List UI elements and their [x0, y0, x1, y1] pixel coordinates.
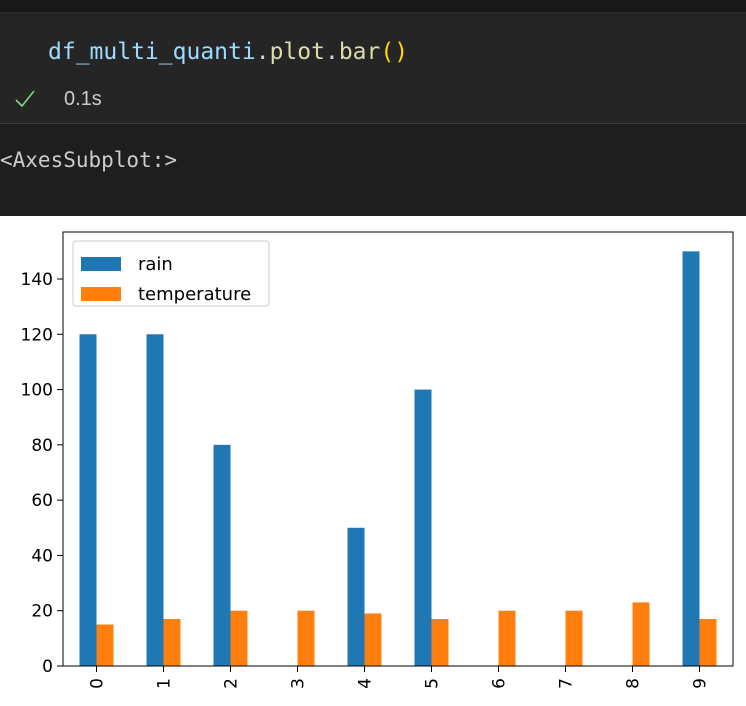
- x-tick-label: 8: [624, 678, 644, 689]
- y-tick-label: 60: [31, 491, 53, 511]
- bar-temperature-9: [699, 619, 717, 666]
- code-variable: df_multi_quanti: [48, 39, 256, 65]
- bar-chart: 0 20 40 60 80 100 120 140 0 1 2 3 4 5 6 7 8 9 rain temperat…: [0, 216, 746, 702]
- x-tick-label: 0: [88, 678, 108, 689]
- execution-status: 0.1s: [14, 87, 102, 111]
- bar-rain-1: [146, 334, 164, 666]
- bar-rain-2: [213, 444, 231, 666]
- legend-label-temperature: temperature: [138, 284, 251, 305]
- code-attr-plot: plot: [269, 39, 325, 65]
- x-tick-label: 6: [490, 678, 510, 689]
- x-tick-label: 7: [557, 678, 577, 689]
- legend-label-rain: rain: [138, 254, 173, 275]
- check-icon: [15, 90, 35, 108]
- bar-temperature-4: [364, 613, 382, 666]
- code-method-bar: bar: [338, 39, 381, 65]
- bar-temperature-6: [498, 610, 516, 666]
- bar-temperature-2: [230, 610, 248, 666]
- bar-rain-9: [682, 251, 700, 666]
- bar-temperature-0: [96, 624, 114, 666]
- x-tick-label: 1: [155, 678, 175, 689]
- bar-temperature-7: [565, 610, 583, 666]
- legend-swatch-rain: [81, 257, 121, 271]
- code-cell[interactable]: df_multi_quanti.plot.bar() 0.1s: [0, 13, 746, 123]
- y-tick-label: 140: [21, 270, 53, 290]
- bar-rain-5: [414, 389, 432, 666]
- y-tick-label: 40: [31, 546, 53, 566]
- bar-temperature-3: [297, 610, 315, 666]
- x-tick-label: 5: [423, 678, 443, 689]
- bar-rain-0: [79, 334, 97, 666]
- y-tick-label: 120: [21, 325, 53, 345]
- code-dot: .: [255, 39, 270, 65]
- legend-box: [72, 240, 270, 307]
- x-tick-label: 2: [222, 678, 242, 689]
- bar-rain-4: [347, 527, 365, 666]
- execution-time: 0.1s: [64, 87, 102, 110]
- y-tick-label: 80: [31, 436, 53, 456]
- x-tick-label: 4: [356, 678, 376, 689]
- output-text: <AxesSubplot:>: [0, 148, 178, 172]
- bar-temperature-5: [431, 619, 449, 666]
- x-tick-label: 3: [289, 678, 309, 689]
- code-parens: (): [380, 39, 409, 65]
- code-line[interactable]: df_multi_quanti.plot.bar(): [48, 39, 408, 65]
- y-tick-label: 20: [31, 602, 53, 622]
- divider: [0, 123, 746, 124]
- top-bar: [0, 0, 746, 13]
- y-tick-label: 0: [42, 657, 53, 677]
- code-dot: .: [324, 39, 339, 65]
- chart-svg: 0 20 40 60 80 100 120 140 0 1 2 3 4 5 6 7 8 9 rain temperat…: [21, 231, 734, 689]
- notebook-cell: df_multi_quanti.plot.bar() 0.1s <AxesSub…: [0, 0, 746, 216]
- legend-swatch-temperature: [81, 287, 121, 301]
- bar-temperature-8: [632, 602, 650, 666]
- y-tick-label: 100: [21, 381, 53, 401]
- plot-frame: [62, 231, 734, 667]
- bar-temperature-1: [163, 619, 181, 666]
- x-tick-label: 9: [691, 678, 711, 689]
